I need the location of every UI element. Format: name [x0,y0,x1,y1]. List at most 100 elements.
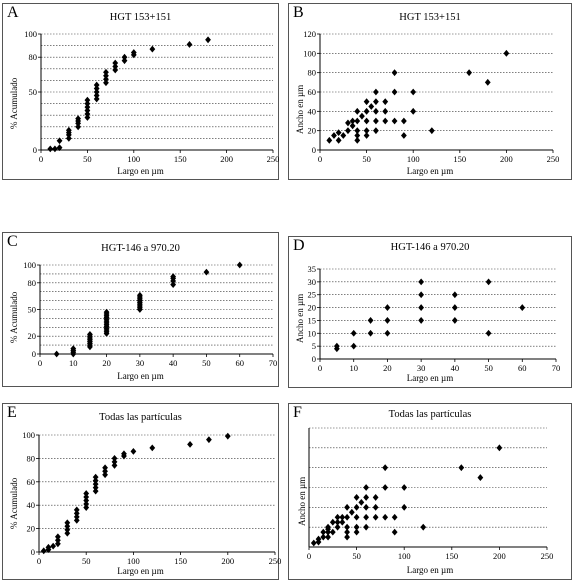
data-point [102,464,108,472]
data-point [65,135,72,142]
y-tick-label: 35 [308,264,317,274]
x-axis-label-b: Largo en µm [406,166,454,176]
data-point [418,278,425,286]
data-point [83,500,90,508]
data-point [358,498,365,506]
data-point [84,107,91,114]
data-point [331,132,337,139]
data-point [326,136,333,144]
data-point [349,117,356,125]
data-point [186,41,193,48]
data-point [410,88,417,96]
data-point [121,57,128,65]
data-point [391,528,398,536]
data-point [368,103,375,110]
chart-d: 0 10 20 30 40 50 60 70 0 5 10 15 20 25 30 35 [308,264,561,373]
data-point [65,126,72,134]
data-point [391,88,398,96]
data-point [344,503,350,511]
x-tick-label: 50 [202,358,211,368]
x-axis-label-f: Largo en µm [406,565,454,575]
data-point [334,513,341,521]
data-point [93,85,100,92]
data-point [84,110,91,118]
y-tick-label: 20 [308,303,317,313]
data-point [335,129,342,136]
data-point [149,444,156,452]
x-tick-label: 70 [269,358,278,368]
panel-f: F Todas las partículas 0 50 100 150 200 250 A… [288,403,572,580]
data-point [93,81,100,89]
data-point [54,536,61,544]
data-point [353,503,360,511]
data-point [451,317,458,324]
data-point [335,136,342,144]
data-point [339,513,346,521]
x-axis-label-d: Largo en µm [406,373,454,383]
data-point [103,79,109,87]
chart-title-f: Todas las partículas [388,409,472,420]
data-point [382,98,389,106]
data-point [418,304,425,311]
data-point [372,494,379,501]
data-point [103,72,109,80]
chart-title-a: HGT 153+151 [109,12,172,23]
y-tick-label: 20 [308,126,317,136]
x-tick-label: 50 [484,363,493,373]
data-point [93,92,100,99]
data-point [334,523,341,531]
data-point [451,291,458,299]
data-point [333,342,340,350]
y-tick-label: 0 [312,145,316,155]
data-point [83,493,90,501]
panel-label-b: B [293,4,304,21]
data-point [466,69,473,77]
data-point [363,523,370,531]
data-point [64,526,71,534]
y-tick-label: 120 [303,29,316,39]
y-axis-label-b: Ancho en µm [295,84,305,134]
data-point [367,329,374,337]
y-tick-label: 5 [312,341,316,351]
y-tick-label: 80 [308,68,317,78]
data-point [102,467,108,475]
y-axis-label-c: % Acumulado [9,291,19,343]
data-point [354,117,361,125]
data-point [485,278,492,286]
x-tick-label: 150 [453,154,466,164]
data-point [372,503,379,511]
data-point [363,503,370,511]
data-point [75,115,82,123]
data-point [73,513,80,521]
x-tick-label: 0 [318,363,322,373]
data-point [325,533,331,541]
x-tick-label: 70 [552,363,561,373]
y-tick-label: 100 [23,260,36,270]
x-tick-label: 200 [500,154,513,164]
data-point [349,122,356,130]
data-point [354,107,361,115]
x-tick-label: 20 [383,363,392,373]
data-point [112,63,119,70]
data-point [103,75,109,83]
panel-d: D HGT-146 a 970.20 0 10 20 30 40 50 60 70 0 5 10 15… [288,236,572,388]
data-point [391,513,398,521]
data-point [64,529,71,537]
data-point [339,518,346,526]
panel-label-e: E [7,404,17,421]
x-tick-label: 50 [362,154,371,164]
y-tick-label: 80 [28,278,37,288]
chart-e: 0 50 100 150 200 250 0 20 40 60 80 100 [22,430,281,566]
y-tick-label: 100 [303,48,316,58]
data-point [50,542,57,550]
panel-label-c: C [7,233,18,250]
data-point [363,484,370,491]
data-point [353,494,360,501]
x-axis-label-c: Largo en µm [117,371,164,381]
data-point [420,523,427,531]
data-point [93,95,100,103]
y-axis-label-f: Ancho en µm [297,476,307,526]
data-point [401,484,408,491]
x-tick-label: 50 [82,556,91,566]
x-tick-label: 200 [493,551,506,561]
